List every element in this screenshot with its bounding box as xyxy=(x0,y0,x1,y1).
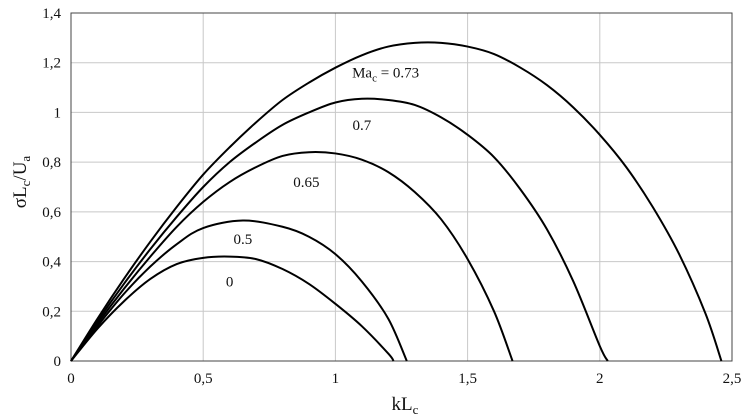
x-tick-label: 2 xyxy=(596,371,604,387)
x-tick-label: 2,5 xyxy=(723,371,742,387)
y-tick-label: 1,4 xyxy=(42,6,61,22)
y-tick-labels: 0 0,2 0,4 0,6 0,8 1 1,2 1,4 xyxy=(42,6,61,370)
y-tick-label: 0,2 xyxy=(42,304,61,320)
y-tick-label: 1,2 xyxy=(42,56,61,72)
y-tick-label: 0,4 xyxy=(42,255,61,271)
plot-frame xyxy=(70,12,733,362)
y-tick-label: 0,8 xyxy=(42,155,61,171)
x-tick-label: 0,5 xyxy=(194,371,213,387)
x-axis-title: kLc xyxy=(392,394,419,417)
curve-labels: 0 0.5 0.65 0.7 Mac = 0.73 xyxy=(226,66,419,291)
series-line-2 xyxy=(70,151,514,362)
series-label-4: Mac = 0.73 xyxy=(352,66,419,85)
y-tick-label: 1 xyxy=(54,105,62,121)
x-tick-label: 0 xyxy=(67,371,75,387)
series-group xyxy=(70,41,723,362)
series-label-1: 0.5 xyxy=(233,232,252,248)
y-tick-label: 0 xyxy=(54,354,62,370)
series-line-0 xyxy=(70,255,395,362)
y-axis-title: σLc/Ua xyxy=(10,156,33,209)
x-tick-label: 1 xyxy=(332,371,340,387)
x-tick-labels: 0 0,5 1 1,5 2 2,5 xyxy=(67,371,741,387)
series-label-2: 0.65 xyxy=(293,175,319,191)
series-label-0: 0 xyxy=(226,274,234,290)
series-line-3 xyxy=(70,97,609,362)
series-label-3: 0.7 xyxy=(352,118,371,134)
series-line-4 xyxy=(70,41,723,362)
x-tick-label: 1,5 xyxy=(458,371,477,387)
y-tick-label: 0,6 xyxy=(42,205,61,221)
series-line-1 xyxy=(70,219,408,362)
